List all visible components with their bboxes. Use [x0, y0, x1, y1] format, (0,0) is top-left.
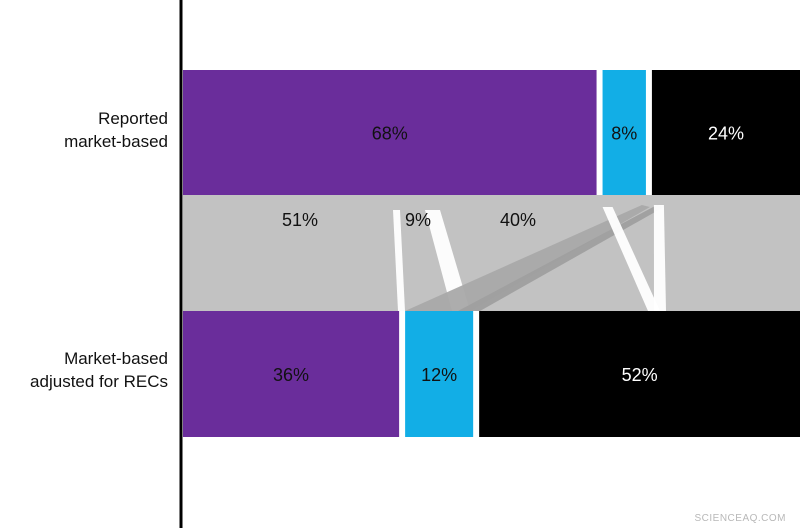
flow-label-1: 51%	[282, 210, 318, 230]
flow-connector-3	[405, 205, 650, 311]
flow-connector-4	[458, 205, 664, 311]
category-label-adjusted: Market-based adjusted for RECs	[30, 349, 168, 391]
bar-value-label-purple-row1: 68%	[372, 124, 408, 144]
flow-connector-2	[425, 210, 470, 311]
flow-labels: 51% 9% 40%	[282, 210, 536, 230]
bar-value-label-blue-row2: 12%	[421, 365, 457, 385]
bar-segment-purple-row1	[183, 70, 597, 195]
flow-connector-6	[653, 205, 666, 311]
flow-label-2: 9%	[405, 210, 431, 230]
bar-value-label-purple-row2: 36%	[273, 365, 309, 385]
bar-segment-blue-row2	[405, 311, 474, 437]
flow-label-3: 40%	[500, 210, 536, 230]
bar-value-label-black-row2: 52%	[622, 365, 658, 385]
watermark: SCIENCEAQ.COM	[694, 513, 786, 524]
bar-segment-purple-row2	[183, 311, 400, 437]
category-label-reported: Reported market-based	[64, 109, 168, 151]
bar-segment-black-row2	[479, 311, 800, 437]
bars	[183, 70, 800, 437]
flow-connector-5	[602, 207, 660, 311]
flow-connector-1	[393, 210, 405, 311]
bar-segment-black-row1	[651, 70, 800, 195]
bar-segment-blue-row1	[602, 70, 646, 195]
bar-value-label-blue-row1: 8%	[611, 124, 637, 144]
flow-shapes	[393, 205, 666, 311]
bar-value-label-black-row1: 24%	[708, 124, 744, 144]
bar-labels: 68% 8% 24% 36% 12% 52%	[273, 124, 744, 386]
